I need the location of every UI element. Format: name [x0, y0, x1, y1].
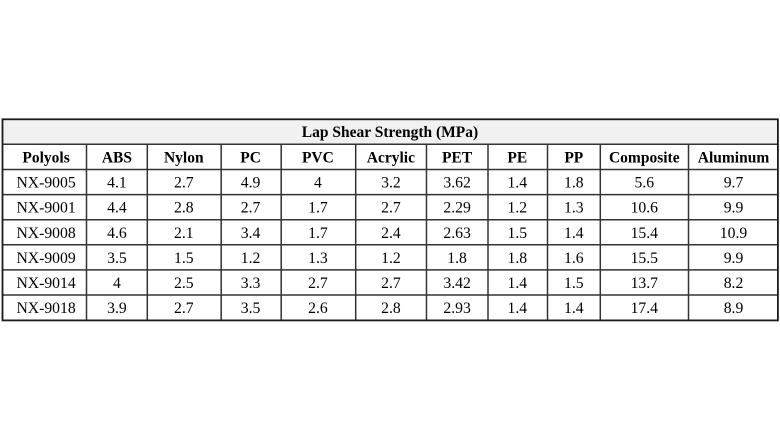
svg-text:PP: PP [564, 150, 583, 167]
svg-text:17.4: 17.4 [631, 300, 659, 317]
svg-text:2.7: 2.7 [381, 275, 401, 292]
svg-text:4.4: 4.4 [107, 200, 127, 217]
svg-text:3.9: 3.9 [107, 300, 127, 317]
svg-text:2.7: 2.7 [241, 200, 261, 217]
svg-text:1.3: 1.3 [564, 200, 584, 217]
svg-text:9.7: 9.7 [724, 175, 744, 192]
svg-text:NX-9009: NX-9009 [16, 250, 75, 267]
svg-text:NX-9008: NX-9008 [16, 225, 75, 242]
svg-text:3.2: 3.2 [381, 175, 401, 192]
svg-text:2.29: 2.29 [443, 200, 471, 217]
svg-text:2.7: 2.7 [174, 300, 194, 317]
svg-text:15.4: 15.4 [631, 225, 659, 242]
svg-text:1.4: 1.4 [507, 275, 527, 292]
svg-text:2.7: 2.7 [381, 200, 401, 217]
svg-text:4: 4 [113, 275, 121, 292]
svg-text:4.1: 4.1 [107, 175, 127, 192]
svg-text:10.6: 10.6 [631, 200, 659, 217]
svg-text:2.6: 2.6 [308, 300, 328, 317]
svg-text:1.3: 1.3 [308, 250, 328, 267]
svg-text:1.4: 1.4 [564, 225, 584, 242]
svg-text:2.63: 2.63 [443, 225, 471, 242]
svg-text:1.8: 1.8 [507, 250, 527, 267]
svg-text:3.62: 3.62 [443, 175, 470, 192]
svg-text:13.7: 13.7 [631, 275, 659, 292]
svg-text:2.7: 2.7 [308, 275, 328, 292]
svg-text:NX-9014: NX-9014 [16, 275, 75, 292]
svg-text:NX-9001: NX-9001 [16, 200, 75, 217]
svg-text:1.4: 1.4 [507, 175, 527, 192]
svg-text:2.5: 2.5 [174, 275, 194, 292]
svg-text:1.8: 1.8 [447, 250, 467, 267]
svg-text:3.4: 3.4 [241, 225, 261, 242]
svg-text:Polyols: Polyols [22, 150, 69, 167]
svg-text:1.4: 1.4 [564, 300, 584, 317]
svg-text:2.7: 2.7 [174, 175, 194, 192]
svg-text:1.2: 1.2 [381, 250, 401, 267]
svg-text:PE: PE [507, 150, 527, 167]
svg-text:3.5: 3.5 [107, 250, 127, 267]
svg-text:8.2: 8.2 [724, 275, 744, 292]
svg-text:2.1: 2.1 [174, 225, 194, 242]
svg-text:2.8: 2.8 [174, 200, 194, 217]
svg-text:4: 4 [314, 175, 322, 192]
svg-text:1.8: 1.8 [564, 175, 584, 192]
svg-text:1.6: 1.6 [564, 250, 584, 267]
svg-text:1.4: 1.4 [507, 300, 527, 317]
svg-text:2.93: 2.93 [443, 300, 471, 317]
svg-text:1.2: 1.2 [241, 250, 261, 267]
svg-text:1.5: 1.5 [564, 275, 584, 292]
svg-text:1.2: 1.2 [507, 200, 527, 217]
svg-text:1.5: 1.5 [174, 250, 194, 267]
svg-text:3.42: 3.42 [443, 275, 470, 292]
svg-text:NX-9018: NX-9018 [16, 300, 75, 317]
svg-text:1.7: 1.7 [308, 225, 328, 242]
svg-text:3.3: 3.3 [241, 275, 261, 292]
svg-text:9.9: 9.9 [724, 250, 744, 267]
svg-text:Aluminum: Aluminum [698, 150, 770, 167]
svg-text:10.9: 10.9 [720, 225, 748, 242]
svg-text:9.9: 9.9 [724, 200, 744, 217]
svg-text:NX-9005: NX-9005 [16, 175, 75, 192]
svg-text:5.6: 5.6 [634, 175, 654, 192]
svg-text:4.6: 4.6 [107, 225, 127, 242]
svg-text:PC: PC [240, 150, 261, 167]
svg-text:4.9: 4.9 [241, 175, 261, 192]
svg-text:Nylon: Nylon [164, 150, 204, 167]
svg-text:8.9: 8.9 [724, 300, 744, 317]
svg-text:Acrylic: Acrylic [367, 150, 415, 167]
svg-text:3.5: 3.5 [241, 300, 261, 317]
svg-text:1.7: 1.7 [308, 200, 328, 217]
svg-text:2.4: 2.4 [381, 225, 401, 242]
svg-text:PVC: PVC [302, 150, 334, 167]
svg-text:Lap Shear Strength (MPa): Lap Shear Strength (MPa) [302, 124, 478, 141]
svg-text:ABS: ABS [102, 150, 132, 167]
svg-text:Composite: Composite [609, 150, 680, 167]
svg-text:2.8: 2.8 [381, 300, 401, 317]
svg-text:15.5: 15.5 [631, 250, 659, 267]
svg-text:PET: PET [442, 150, 473, 167]
svg-text:1.5: 1.5 [507, 225, 527, 242]
